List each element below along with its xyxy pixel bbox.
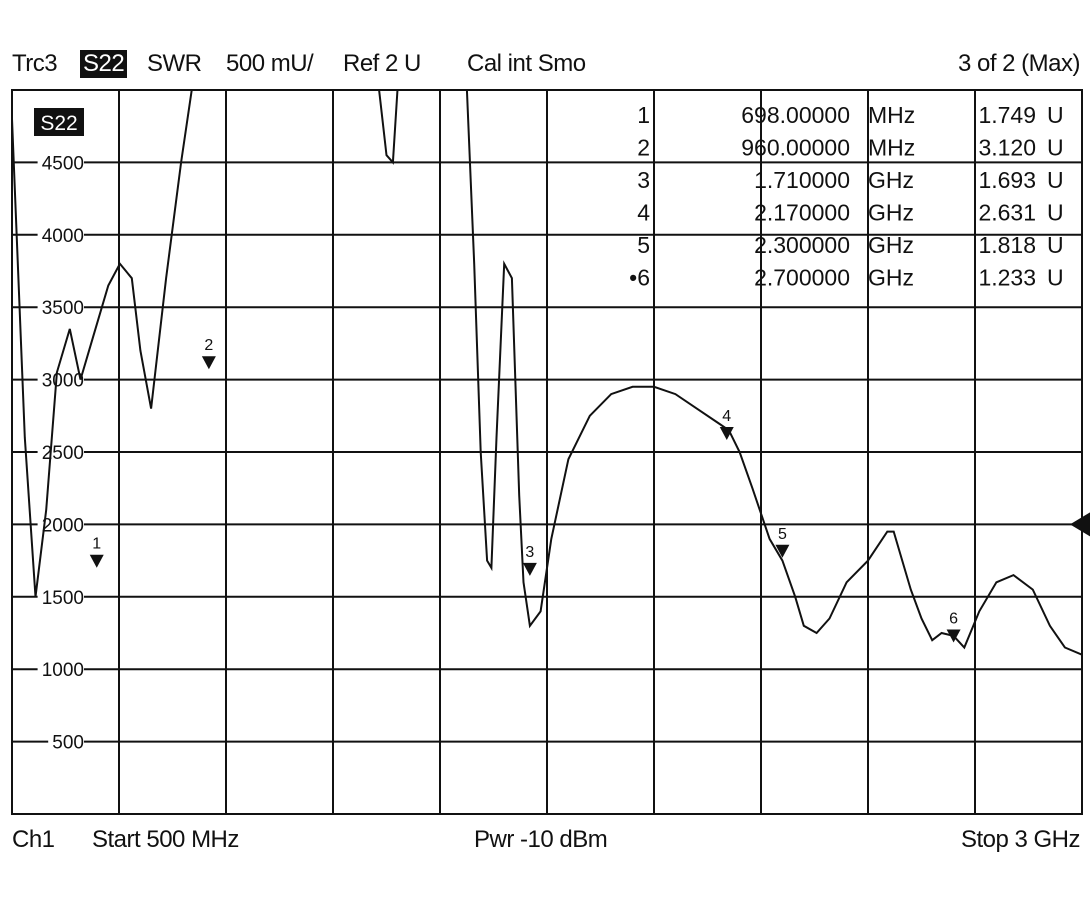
marker-4-triangle[interactable] [719,427,734,441]
y-tick-backing [37,224,84,245]
y-axis-labels: 500 1000 1500 2000 2500 3000 3500 4000 4500 [37,152,84,754]
marker-table-vunit: U [1047,167,1064,193]
marker-1-label: 1 [92,536,101,553]
trace-badge-box [34,108,84,136]
reference-level-arrow [1070,512,1090,537]
scale-label: 500 mU/ [226,50,314,77]
marker-6-label: 6 [949,610,958,627]
y-tick-label: 4000 [42,226,84,247]
marker-3-triangle[interactable] [522,562,537,576]
marker-5-label: 5 [778,526,787,543]
trace-label: Trc3 [12,50,58,77]
marker-table-id: 4 [637,200,650,226]
y-tick-backing [37,152,84,173]
channel-label: Ch1 [12,826,55,853]
y-tick-label: 1000 [42,660,84,681]
marker-table-vunit: U [1047,265,1064,291]
marker-table-id: 5 [637,232,650,258]
marker-table-id: 3 [637,167,650,193]
marker-table-id: 2 [637,135,650,161]
ref-label: Ref 2 U [343,50,421,77]
marker-table-unit: MHz [868,102,915,128]
y-tick-backing [37,659,84,680]
y-tick-label: 4500 [42,153,84,174]
power-label: Pwr -10 dBm [474,826,608,853]
y-tick-backing [37,369,84,390]
stop-freq: Stop 3 GHz [960,826,1081,853]
y-tick-backing [37,586,84,607]
marker-table-value: 2.631 [978,200,1036,226]
marker-table-vunit: U [1047,200,1064,226]
trace-badge-text: S22 [40,112,77,135]
y-tick-backing [37,442,84,462]
cal-label: Cal int Smo [467,50,586,77]
marker-table-unit: GHz [868,167,914,193]
page-indicator: 3 of 2 (Max) [957,50,1081,77]
marker-table-value: 1.233 [978,265,1036,291]
marker-table-value: 3.120 [978,135,1036,161]
marker-2-label: 2 [204,337,213,354]
marker-table-value: 1.749 [978,102,1036,128]
marker-table-freq: 1.710000 [754,167,850,193]
y-tick-label: 2500 [42,443,84,464]
marker-3-label: 3 [525,544,534,561]
start-freq: Start 500 MHz [92,826,239,853]
marker-table-vunit: U [1047,135,1064,161]
y-tick-label: 500 [52,733,84,754]
marker-6-triangle[interactable] [946,629,961,643]
format-label: SWR [147,50,202,77]
marker-table-freq: 2.700000 [754,265,850,291]
marker-5-triangle[interactable] [775,544,790,558]
marker-table-unit: MHz [868,135,915,161]
marker-table-value: 1.693 [978,167,1036,193]
y-tick-backing [37,297,84,318]
y-tick-backing [37,514,84,535]
marker-table-freq: 2.170000 [754,200,850,226]
s22-trace [12,90,1082,656]
marker-table-id: 1 [637,102,650,128]
param-badge[interactable]: S22 [80,50,128,78]
marker-table-freq: 2.300000 [754,232,850,258]
marker-table: 1 698.00000 MHz 1.749 U 2 960.00000 MHz 3.120 U 3 1… [629,102,1063,291]
marker-table-vunit: U [1047,102,1064,128]
marker-table-unit: GHz [868,265,914,291]
marker-4-label: 4 [722,408,731,425]
marker-table-freq: 960.00000 [741,135,850,161]
marker-table-unit: GHz [868,200,914,226]
marker-table-unit: GHz [868,232,914,258]
y-tick-backing [48,731,84,752]
y-tick-label: 3000 [42,371,84,392]
y-tick-label: 3500 [42,298,84,319]
y-tick-label: 2000 [42,515,84,536]
marker-1-triangle[interactable] [89,554,104,568]
grid [11,89,1083,815]
marker-table-freq: 698.00000 [741,102,850,128]
marker-table-value: 1.818 [978,232,1036,258]
marker-table-id: •6 [629,265,650,291]
trace-badge: S22 [34,108,84,136]
marker-2-triangle[interactable] [201,356,216,370]
marker-table-vunit: U [1047,232,1064,258]
y-tick-label: 1500 [42,588,84,609]
markers: 1 2 3 4 5 6 [89,337,961,643]
